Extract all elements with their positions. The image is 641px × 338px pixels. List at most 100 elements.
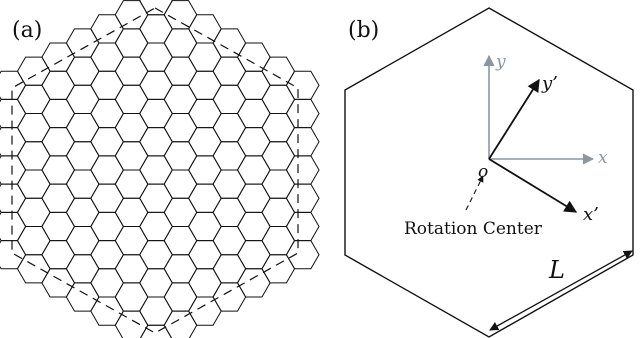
lattice-cell bbox=[139, 0, 173, 16]
lattice-cell bbox=[16, 197, 51, 227]
lattice-cell bbox=[188, 268, 222, 298]
lattice-cell bbox=[90, 155, 124, 185]
lattice-cell bbox=[163, 282, 198, 312]
panel-a-label: (a) bbox=[12, 18, 42, 43]
x-prime-axis-arrow bbox=[488, 158, 578, 213]
lattice-cell bbox=[114, 282, 149, 312]
lattice-cell bbox=[41, 127, 76, 157]
lattice-cell bbox=[236, 98, 271, 129]
honeycomb-lattice bbox=[0, 0, 320, 338]
lattice-cell bbox=[0, 127, 27, 157]
lattice-cell bbox=[139, 268, 173, 298]
lattice-cell bbox=[285, 127, 320, 157]
lattice-cell bbox=[212, 113, 247, 143]
lattice-cell bbox=[41, 155, 76, 185]
lattice-cell bbox=[285, 211, 320, 242]
lattice-cell bbox=[65, 141, 100, 171]
lattice-cell bbox=[285, 183, 320, 213]
lattice-cell bbox=[261, 197, 296, 227]
lattice-cell bbox=[114, 0, 149, 30]
lattice-cell bbox=[163, 169, 198, 199]
lattice-cell bbox=[90, 42, 124, 72]
lattice-cell bbox=[212, 141, 247, 171]
lattice-cell bbox=[90, 183, 124, 213]
lattice-cell bbox=[212, 197, 247, 227]
lattice-cell bbox=[236, 211, 271, 242]
lattice-cell bbox=[0, 240, 27, 270]
lattice-cell bbox=[65, 169, 100, 199]
lattice-cell bbox=[163, 84, 198, 115]
lattice-cell bbox=[188, 155, 222, 185]
lattice-cell bbox=[188, 211, 222, 242]
lattice-cell bbox=[139, 240, 173, 270]
lattice-cell bbox=[65, 282, 100, 312]
lattice-cell bbox=[65, 84, 100, 115]
panel-a: (a) bbox=[0, 0, 320, 338]
lattice-cell bbox=[0, 211, 27, 242]
lattice-cell bbox=[139, 70, 173, 100]
lattice-cell bbox=[139, 98, 173, 129]
lattice-cell bbox=[163, 141, 198, 171]
lattice-cell bbox=[16, 169, 51, 199]
lattice-cell bbox=[139, 155, 173, 185]
rotation-center-arrow bbox=[465, 175, 484, 211]
lattice-cell bbox=[90, 296, 124, 326]
lattice-cell bbox=[285, 155, 320, 185]
lattice-cell bbox=[285, 70, 320, 100]
lattice-cell bbox=[16, 113, 51, 143]
lattice-cell bbox=[261, 141, 296, 171]
dashed-hexagon-boundary bbox=[11, 7, 299, 334]
lattice-cell bbox=[90, 14, 124, 44]
lattice-cell bbox=[114, 169, 149, 199]
lattice-cell bbox=[90, 98, 124, 129]
lattice-cell bbox=[188, 70, 222, 100]
lattice-cell bbox=[41, 183, 76, 213]
lattice-cell bbox=[41, 70, 76, 100]
lattice-cell bbox=[90, 211, 124, 242]
panel-b: (b) y x y’ x’ o Rotation Center L bbox=[344, 7, 634, 338]
lattice-cell bbox=[0, 98, 27, 129]
lattice-cell bbox=[261, 84, 296, 115]
length-dimension-arrow bbox=[489, 250, 633, 331]
lattice-cell bbox=[212, 282, 247, 312]
lattice-cell bbox=[261, 169, 296, 199]
lattice-cell bbox=[163, 310, 198, 338]
lattice-cell bbox=[163, 113, 198, 143]
lattice-cell bbox=[16, 225, 51, 256]
lattice-cell bbox=[41, 98, 76, 129]
lattice-cell bbox=[16, 84, 51, 115]
lattice-cell bbox=[236, 70, 271, 100]
lattice-cell bbox=[236, 155, 271, 185]
panel-b-label: (b) bbox=[348, 18, 379, 43]
lattice-cell bbox=[139, 211, 173, 242]
large-hexagon bbox=[344, 7, 634, 338]
lattice-cell bbox=[139, 42, 173, 72]
lattice-cell bbox=[114, 56, 149, 86]
lattice-cell bbox=[188, 98, 222, 129]
lattice-cell bbox=[41, 211, 76, 242]
lattice-cell bbox=[163, 0, 198, 30]
lattice-cell bbox=[212, 84, 247, 115]
lattice-cell bbox=[188, 240, 222, 270]
lattice-cell bbox=[114, 84, 149, 115]
lattice-cell bbox=[0, 183, 27, 213]
lattice-cell bbox=[212, 254, 247, 284]
lattice-cell bbox=[90, 240, 124, 270]
lattice-cell bbox=[16, 254, 51, 284]
lattice-cell bbox=[163, 254, 198, 284]
lattice-cell bbox=[139, 296, 173, 326]
lattice-cell bbox=[236, 183, 271, 213]
lattice-cell bbox=[65, 197, 100, 227]
lattice-cell bbox=[114, 225, 149, 256]
lattice-cell bbox=[163, 197, 198, 227]
lattice-cell bbox=[212, 28, 247, 58]
lattice-cell bbox=[212, 225, 247, 256]
y-axis-label: y bbox=[495, 52, 506, 72]
lattice-cell bbox=[139, 183, 173, 213]
lattice-cell bbox=[41, 240, 76, 270]
lattice-cell bbox=[65, 56, 100, 86]
lattice-cell bbox=[65, 113, 100, 143]
y-prime-axis-arrow bbox=[488, 78, 540, 160]
lattice-cell bbox=[65, 225, 100, 256]
